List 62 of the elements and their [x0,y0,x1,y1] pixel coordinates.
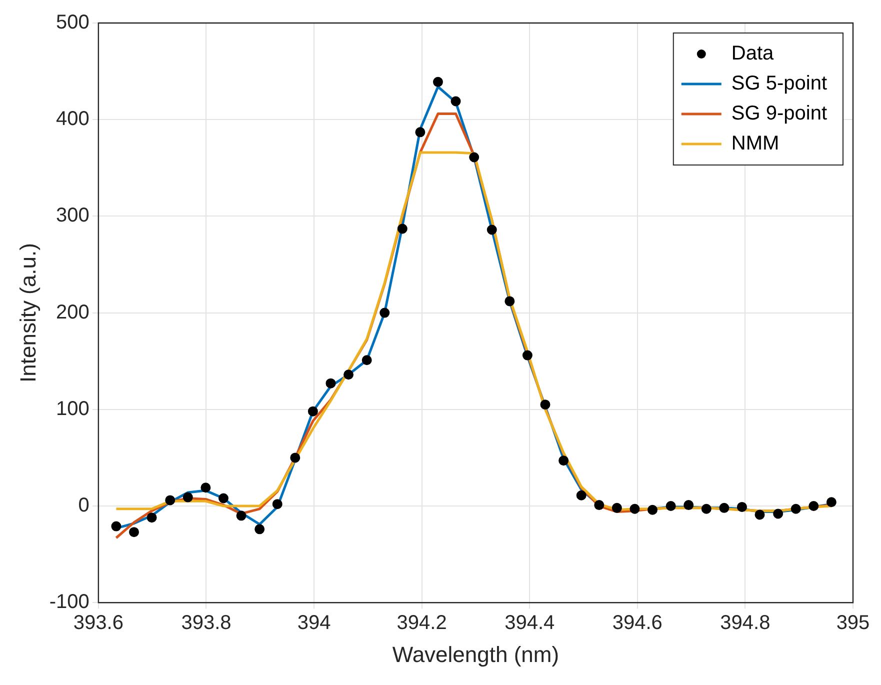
y-axis-title: Intensity (a.u.) [15,243,40,382]
x-tick-label: 393.8 [181,612,232,634]
point [558,456,569,466]
legend-label: Data [731,42,775,65]
point [594,500,604,510]
point [236,510,246,521]
point [469,152,480,162]
x-axis-title: Wavelength (nm) [392,642,560,667]
point [522,350,532,360]
point [254,524,265,534]
point [719,502,730,513]
point [666,501,676,511]
y-tick-label: -100 [49,591,90,614]
y-tick-label: 400 [56,108,90,130]
point [684,500,694,510]
x-tick-label: 394.6 [612,612,662,634]
legend-label: SG 5-point [731,72,828,95]
x-tick-label: 394.8 [720,612,770,634]
x-tick-label: 393.6 [73,612,124,634]
point [736,502,747,512]
point [165,495,176,506]
point [326,378,336,388]
point [808,501,819,511]
point [218,493,228,504]
point [773,508,784,519]
point [576,490,586,500]
point [540,400,550,410]
point [182,492,193,502]
point [486,224,497,235]
point [790,504,801,514]
point [450,96,461,106]
point [146,512,157,523]
legend-label: NMM [731,132,780,155]
point [380,308,390,318]
point [826,497,836,508]
point [432,76,443,87]
point [111,521,122,532]
y-tick-label: 200 [56,301,90,324]
point [362,355,372,366]
point [504,296,515,306]
point [397,224,408,234]
y-tick-label: 500 [56,12,90,34]
point [630,504,640,514]
point [612,502,622,513]
point [290,452,300,463]
x-tick-label: 394.4 [504,612,555,634]
point [415,127,426,138]
y-tick-label: 0 [78,494,90,517]
point [129,527,139,538]
point [200,482,211,493]
x-tick-label: 394 [297,612,331,634]
y-tick-label: 300 [56,204,90,227]
legend-label: SG 9-point [731,102,828,125]
x-tick-label: 394.2 [396,612,447,634]
point [754,510,765,520]
point [272,499,282,510]
point [648,504,658,515]
y-tick-label: 100 [56,398,90,420]
point [308,406,318,416]
point [344,370,354,380]
point [701,504,712,514]
x-tick-label: 395 [836,612,870,634]
